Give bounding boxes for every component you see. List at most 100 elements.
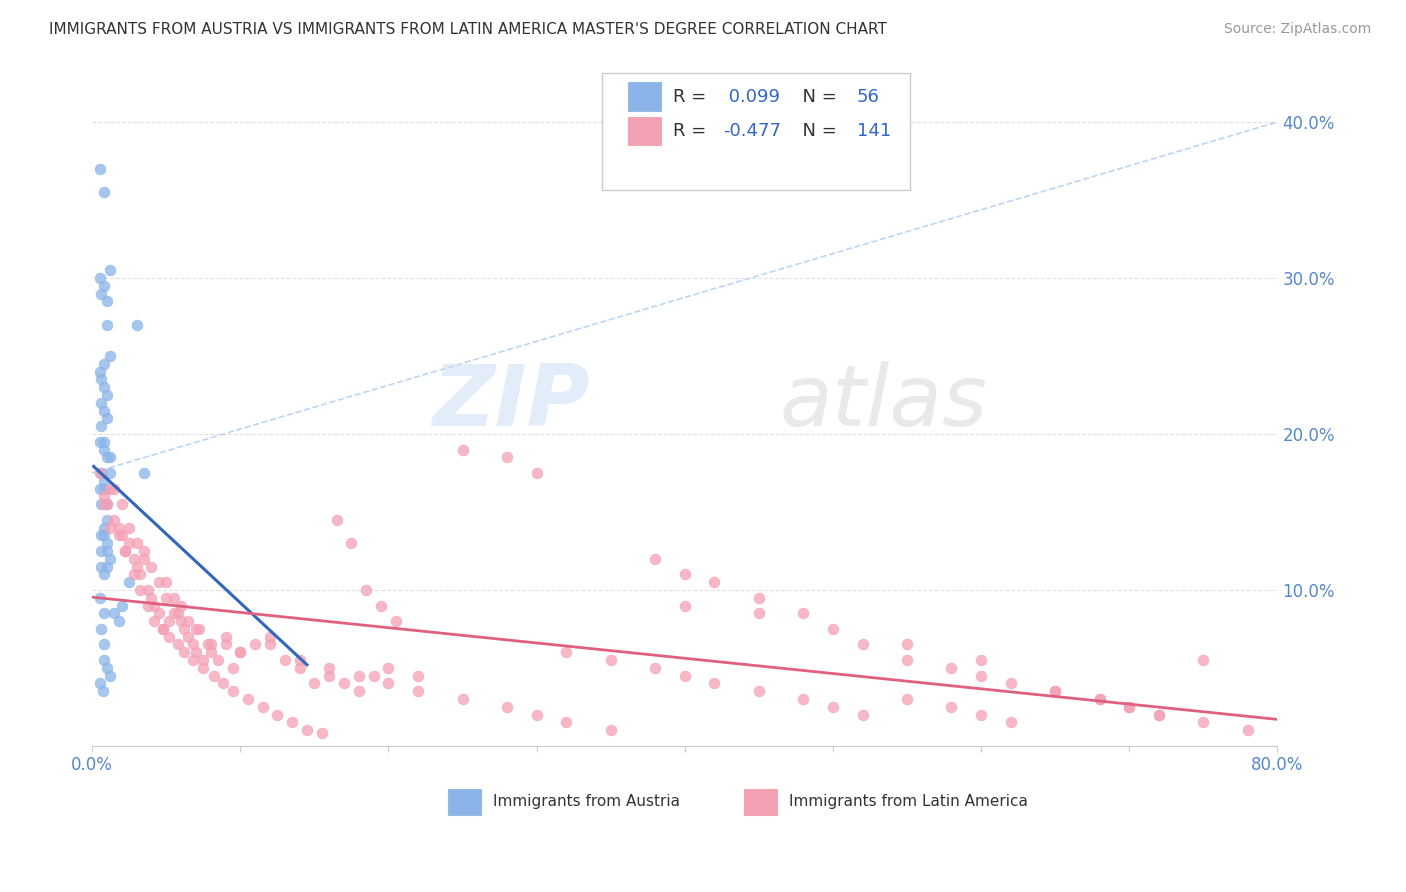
Text: Source: ZipAtlas.com: Source: ZipAtlas.com: [1223, 22, 1371, 37]
Point: [98, 482, 121, 496]
Point: [1000, 715, 1022, 730]
Point: [118, 536, 141, 550]
Point: [496, 699, 519, 714]
Point: [98, 349, 121, 363]
Point: [340, 536, 363, 550]
Point: [970, 668, 993, 682]
Point: [90, 286, 112, 301]
Text: R =: R =: [673, 122, 711, 140]
Point: [896, 653, 918, 667]
Point: [93, 520, 115, 534]
Point: [111, 599, 134, 613]
Point: [243, 638, 266, 652]
Point: [181, 653, 204, 667]
Text: ZIP: ZIP: [433, 361, 591, 444]
Point: [177, 630, 200, 644]
Point: [200, 638, 222, 652]
Point: [318, 668, 340, 682]
Point: [229, 645, 252, 659]
Text: atlas: atlas: [779, 361, 987, 444]
Point: [222, 661, 245, 675]
Point: [157, 614, 180, 628]
Point: [125, 559, 148, 574]
Point: [451, 442, 474, 457]
Point: [214, 638, 236, 652]
Point: [748, 591, 770, 605]
Point: [211, 676, 233, 690]
Point: [96, 294, 118, 309]
Point: [1147, 707, 1170, 722]
Point: [152, 622, 174, 636]
Point: [526, 466, 548, 480]
Point: [167, 638, 190, 652]
Point: [167, 607, 190, 621]
Point: [141, 591, 163, 605]
Point: [406, 684, 429, 698]
Point: [703, 575, 725, 590]
Point: [748, 684, 770, 698]
Point: [281, 715, 304, 730]
Point: [644, 661, 666, 675]
Point: [155, 591, 177, 605]
Point: [125, 536, 148, 550]
Point: [143, 599, 166, 613]
Point: [347, 668, 370, 682]
Point: [941, 661, 963, 675]
Point: [526, 707, 548, 722]
Point: [93, 482, 115, 496]
Point: [152, 622, 174, 636]
Point: [93, 403, 115, 417]
Point: [96, 318, 118, 332]
Point: [125, 318, 148, 332]
Point: [1043, 684, 1066, 698]
Point: [93, 528, 115, 542]
Point: [1147, 707, 1170, 722]
Point: [163, 607, 186, 621]
Point: [132, 551, 155, 566]
Point: [1236, 723, 1258, 738]
Point: [128, 582, 150, 597]
Point: [118, 520, 141, 534]
Point: [177, 614, 200, 628]
Point: [128, 567, 150, 582]
Point: [200, 645, 222, 659]
Point: [89, 161, 111, 176]
Point: [91, 684, 114, 698]
Point: [792, 692, 814, 706]
Point: [114, 544, 136, 558]
Point: [141, 559, 163, 574]
Point: [93, 638, 115, 652]
Point: [163, 591, 186, 605]
Point: [295, 723, 318, 738]
Point: [748, 607, 770, 621]
Point: [673, 599, 696, 613]
Text: IMMIGRANTS FROM AUSTRIA VS IMMIGRANTS FROM LATIN AMERICA MASTER'S DEGREE CORRELA: IMMIGRANTS FROM AUSTRIA VS IMMIGRANTS FR…: [49, 22, 887, 37]
Point: [288, 653, 311, 667]
Point: [93, 380, 115, 394]
Point: [377, 661, 399, 675]
Point: [599, 723, 621, 738]
Point: [93, 653, 115, 667]
Point: [138, 582, 160, 597]
Text: -0.477: -0.477: [723, 122, 780, 140]
Point: [599, 653, 621, 667]
Text: 56: 56: [856, 87, 880, 105]
Point: [103, 607, 125, 621]
Point: [214, 630, 236, 644]
Text: Immigrants from Latin America: Immigrants from Latin America: [789, 794, 1028, 809]
Point: [259, 638, 281, 652]
Point: [93, 185, 115, 199]
Point: [1192, 715, 1215, 730]
Point: [157, 630, 180, 644]
Point: [1000, 676, 1022, 690]
Point: [377, 676, 399, 690]
Point: [1088, 692, 1111, 706]
Point: [703, 676, 725, 690]
Point: [93, 567, 115, 582]
Point: [792, 607, 814, 621]
Point: [304, 676, 326, 690]
Point: [89, 676, 111, 690]
Point: [222, 684, 245, 698]
Point: [90, 466, 112, 480]
Point: [207, 653, 229, 667]
